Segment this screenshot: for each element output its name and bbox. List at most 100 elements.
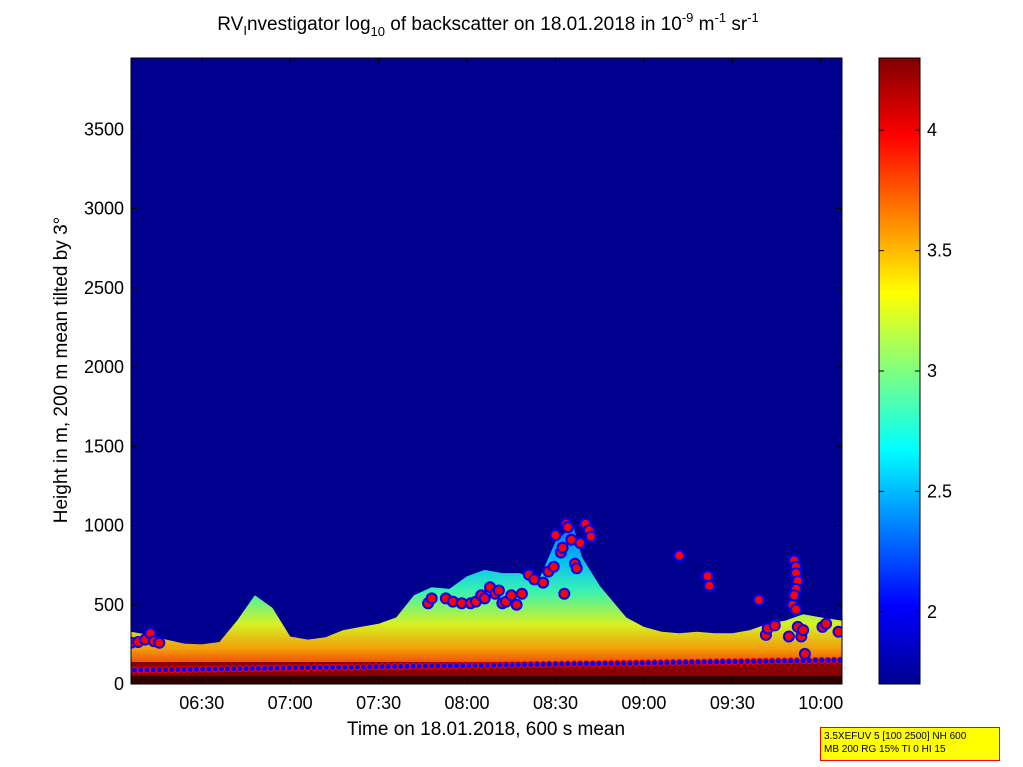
low-point xyxy=(446,662,454,670)
low-point xyxy=(285,664,293,672)
title-main-sub: 10 xyxy=(371,24,385,39)
y-ticks: 0 500 1000 1500 2000 2500 3000 3500 xyxy=(84,119,842,694)
cloud-base-point xyxy=(782,630,795,643)
cloud-base-point xyxy=(556,541,569,554)
low-points-group xyxy=(131,656,842,674)
low-point xyxy=(638,659,646,667)
x-tick-label: 10:00 xyxy=(798,693,843,713)
low-point xyxy=(750,657,758,665)
low-point xyxy=(217,665,225,673)
x-tick-label: 07:00 xyxy=(268,693,313,713)
low-point xyxy=(452,662,460,670)
colorbar-tick-label: 2.5 xyxy=(927,481,952,501)
low-point xyxy=(341,663,349,671)
low-point xyxy=(384,663,392,670)
title-rest: of backscatter on 18.01.2018 in 10 xyxy=(385,14,682,35)
title-sup3: -1 xyxy=(747,10,759,25)
low-point xyxy=(824,656,832,664)
low-point xyxy=(267,664,275,672)
low-point xyxy=(514,661,522,669)
low-point xyxy=(731,658,739,666)
x-axis-label: Time on 18.01.2018, 600 s mean xyxy=(347,719,625,740)
low-point xyxy=(812,657,819,664)
low-point xyxy=(199,665,207,673)
cloud-base-point xyxy=(703,579,716,592)
low-point xyxy=(483,661,491,669)
boundary-layer-area xyxy=(131,525,842,684)
cloud-base-point xyxy=(515,587,528,600)
x-tick-label: 08:30 xyxy=(533,693,578,713)
colorbar-tick-label: 2 xyxy=(927,602,937,622)
low-point xyxy=(155,666,163,674)
low-point xyxy=(669,659,677,666)
cloud-base-point xyxy=(820,617,833,630)
low-point xyxy=(329,663,337,671)
low-point xyxy=(143,666,151,674)
low-point xyxy=(607,659,615,667)
title-mid: m xyxy=(693,14,714,35)
low-point xyxy=(168,666,176,674)
low-point xyxy=(521,661,528,669)
low-point xyxy=(236,665,244,673)
cloud-base-points-group xyxy=(131,517,842,660)
low-point xyxy=(347,663,355,671)
low-point xyxy=(205,665,213,673)
low-point xyxy=(372,663,380,671)
low-point xyxy=(836,656,842,664)
low-point xyxy=(762,657,770,665)
colorbar-tick-label: 3.5 xyxy=(927,241,952,261)
low-point xyxy=(137,666,145,674)
colorbar xyxy=(878,57,921,685)
axes-frame xyxy=(130,57,843,685)
low-point xyxy=(192,665,200,673)
low-point xyxy=(149,666,157,674)
low-point xyxy=(360,663,368,671)
low-point xyxy=(613,659,621,667)
low-point xyxy=(743,658,751,665)
cloud-base-point xyxy=(547,560,560,573)
cloud-base-point xyxy=(752,594,765,606)
info-line-1: 3.5XEFUV 5 [100 2500] NH 600 xyxy=(824,731,967,742)
low-point xyxy=(651,659,658,667)
low-point xyxy=(632,659,640,667)
cloud-base-point xyxy=(701,570,714,583)
low-point xyxy=(694,658,702,666)
low-point xyxy=(459,662,467,669)
low-point xyxy=(335,663,343,671)
low-point xyxy=(539,660,547,668)
cloud-base-point xyxy=(549,529,562,541)
low-point xyxy=(712,658,720,666)
low-point xyxy=(787,657,795,665)
low-point xyxy=(434,662,442,670)
low-point xyxy=(490,661,498,669)
low-point xyxy=(620,659,628,667)
low-point xyxy=(533,660,541,668)
low-point xyxy=(527,661,535,668)
low-point xyxy=(582,660,590,668)
low-point xyxy=(675,658,683,666)
title-prefix-sub: I xyxy=(243,23,247,38)
low-point xyxy=(663,659,671,667)
low-point xyxy=(316,664,324,671)
low-point xyxy=(310,664,318,672)
cloud-base-point xyxy=(478,592,491,605)
low-point xyxy=(180,665,188,673)
low-point xyxy=(366,663,374,671)
low-point xyxy=(261,664,268,672)
low-point xyxy=(230,665,238,673)
low-point xyxy=(774,657,782,665)
cloud-base-point xyxy=(492,584,505,597)
low-point xyxy=(242,665,250,672)
low-point xyxy=(737,658,745,666)
low-point xyxy=(131,666,138,674)
low-point xyxy=(589,660,597,668)
colorbar-tick-label: 3 xyxy=(927,361,937,381)
low-point xyxy=(725,658,733,666)
low-point xyxy=(564,660,572,668)
cloud-base-point xyxy=(570,562,583,575)
low-point xyxy=(496,661,504,669)
low-point xyxy=(719,658,727,666)
cloud-base-point xyxy=(673,549,686,562)
low-point xyxy=(477,661,485,669)
cloud-base-point xyxy=(153,636,166,649)
